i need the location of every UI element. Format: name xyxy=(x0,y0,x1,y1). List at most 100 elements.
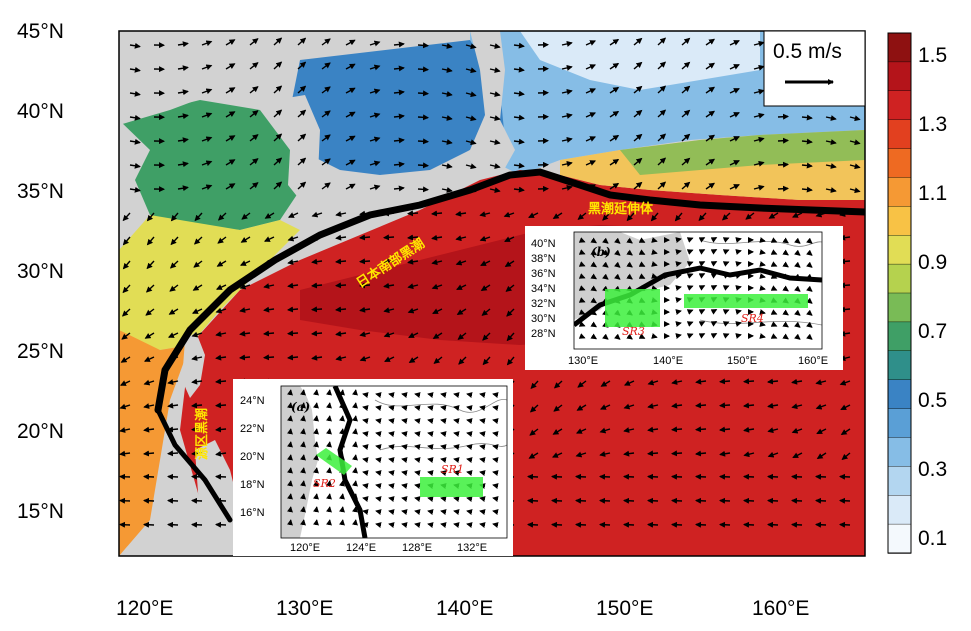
vector-arrow xyxy=(609,182,620,190)
vector-arrow xyxy=(393,137,405,144)
vector-arrow xyxy=(735,285,742,291)
inset-b-lon-label: 150°E xyxy=(727,355,757,367)
vector-arrow xyxy=(505,284,515,292)
vector-arrow xyxy=(121,332,131,340)
vector-arrow xyxy=(651,333,658,339)
vector-arrow xyxy=(263,306,275,313)
vector-arrow xyxy=(401,509,408,515)
vector-arrow xyxy=(553,380,563,389)
inset-a-lon-label: 128°E xyxy=(402,542,432,554)
vector-arrow xyxy=(465,163,477,170)
vector-arrow xyxy=(287,402,293,409)
vector-arrow xyxy=(791,521,803,528)
vector-arrow xyxy=(352,467,358,474)
vector-arrow xyxy=(839,521,851,528)
vector-arrow xyxy=(695,426,707,433)
vector-arrow xyxy=(321,62,331,70)
vector-arrow xyxy=(456,284,467,291)
vector-arrow xyxy=(710,284,718,291)
vector-arrow xyxy=(489,163,501,170)
inset-a-lat-label: 16°N xyxy=(240,507,265,519)
vector-arrow xyxy=(414,418,421,424)
vector-arrow xyxy=(249,86,259,94)
vector-arrow xyxy=(719,402,731,409)
vector-arrow xyxy=(609,110,620,118)
vector-arrow xyxy=(729,40,740,46)
colorbar-label: 0.3 xyxy=(918,458,947,481)
vector-arrow xyxy=(759,273,766,279)
subpolar-water-light xyxy=(520,31,760,90)
vector-arrow xyxy=(287,415,293,422)
vector-arrow xyxy=(686,321,694,327)
vector-arrow xyxy=(623,450,635,457)
vector-arrow xyxy=(504,236,515,243)
vector-arrow xyxy=(575,497,587,504)
vector-arrow xyxy=(492,496,499,502)
vector-arrow xyxy=(225,159,236,166)
vector-arrow xyxy=(287,235,299,242)
vector-arrow xyxy=(215,473,227,480)
vector-arrow xyxy=(770,333,778,339)
vector-arrow xyxy=(825,163,837,169)
vector-arrow xyxy=(239,260,251,266)
vector-arrow xyxy=(359,331,371,338)
vector-arrow xyxy=(651,273,658,279)
vector-arrow xyxy=(287,282,299,289)
vector-arrow xyxy=(527,473,539,480)
vector-arrow xyxy=(719,473,731,480)
vector-arrow xyxy=(492,509,499,515)
vector-arrow xyxy=(651,237,658,243)
vector-arrow xyxy=(311,235,323,241)
vector-arrow xyxy=(345,135,356,142)
vector-arrow xyxy=(455,259,467,266)
vector-arrow xyxy=(759,237,766,243)
vector-arrow xyxy=(479,496,486,502)
vector-arrow xyxy=(530,380,539,390)
vector-arrow xyxy=(375,444,382,450)
vector-arrow xyxy=(719,497,731,504)
colorbar-cell xyxy=(887,466,912,496)
inset-b: (b) SR3 SR4 40°N 38°N 36°N 34°N 32°N 30°… xyxy=(525,226,843,370)
vector-arrow xyxy=(457,332,467,340)
vector-arrow xyxy=(440,470,447,476)
vector-arrow xyxy=(825,139,837,145)
vector-arrow xyxy=(479,418,486,424)
vector-arrow xyxy=(791,212,803,218)
vector-arrow xyxy=(638,261,646,267)
vector-arrow xyxy=(657,133,667,142)
vector-arrow xyxy=(705,86,716,94)
vector-arrow xyxy=(453,405,460,411)
vector-arrow xyxy=(614,261,621,268)
vector-arrow xyxy=(388,418,395,424)
vector-arrow xyxy=(225,87,236,94)
vector-arrow xyxy=(585,160,597,166)
colorbar-label: 1.3 xyxy=(918,113,947,136)
vector-arrow xyxy=(129,138,141,145)
vector-arrow xyxy=(297,181,307,190)
vector-arrow xyxy=(297,61,307,70)
vector-arrow xyxy=(638,237,646,243)
vector-arrow xyxy=(388,509,395,515)
vector-arrow xyxy=(528,452,539,459)
vector-arrow xyxy=(335,282,347,289)
vector-arrow xyxy=(513,162,525,169)
vector-arrow xyxy=(326,506,332,513)
vector-arrow xyxy=(489,139,501,146)
vector-arrow xyxy=(770,309,778,315)
vector-arrow xyxy=(578,249,586,255)
vector-arrow xyxy=(440,522,447,528)
vector-arrow xyxy=(453,392,460,398)
vector-arrow xyxy=(482,332,491,341)
vector-arrow xyxy=(339,441,345,448)
vector-arrow xyxy=(169,260,179,269)
vector-arrow xyxy=(167,379,179,385)
vector-arrow xyxy=(695,521,707,528)
vector-arrow xyxy=(602,261,609,268)
vector-arrow xyxy=(170,212,179,222)
vector-arrow xyxy=(201,88,213,95)
vector-arrow xyxy=(675,237,682,243)
colorbar: 1.5 1.3 1.1 0.9 0.7 0.5 0.3 0.1 xyxy=(887,32,947,554)
vector-arrow xyxy=(375,470,382,476)
vector-arrow xyxy=(407,234,419,241)
vector-arrow xyxy=(681,157,691,166)
